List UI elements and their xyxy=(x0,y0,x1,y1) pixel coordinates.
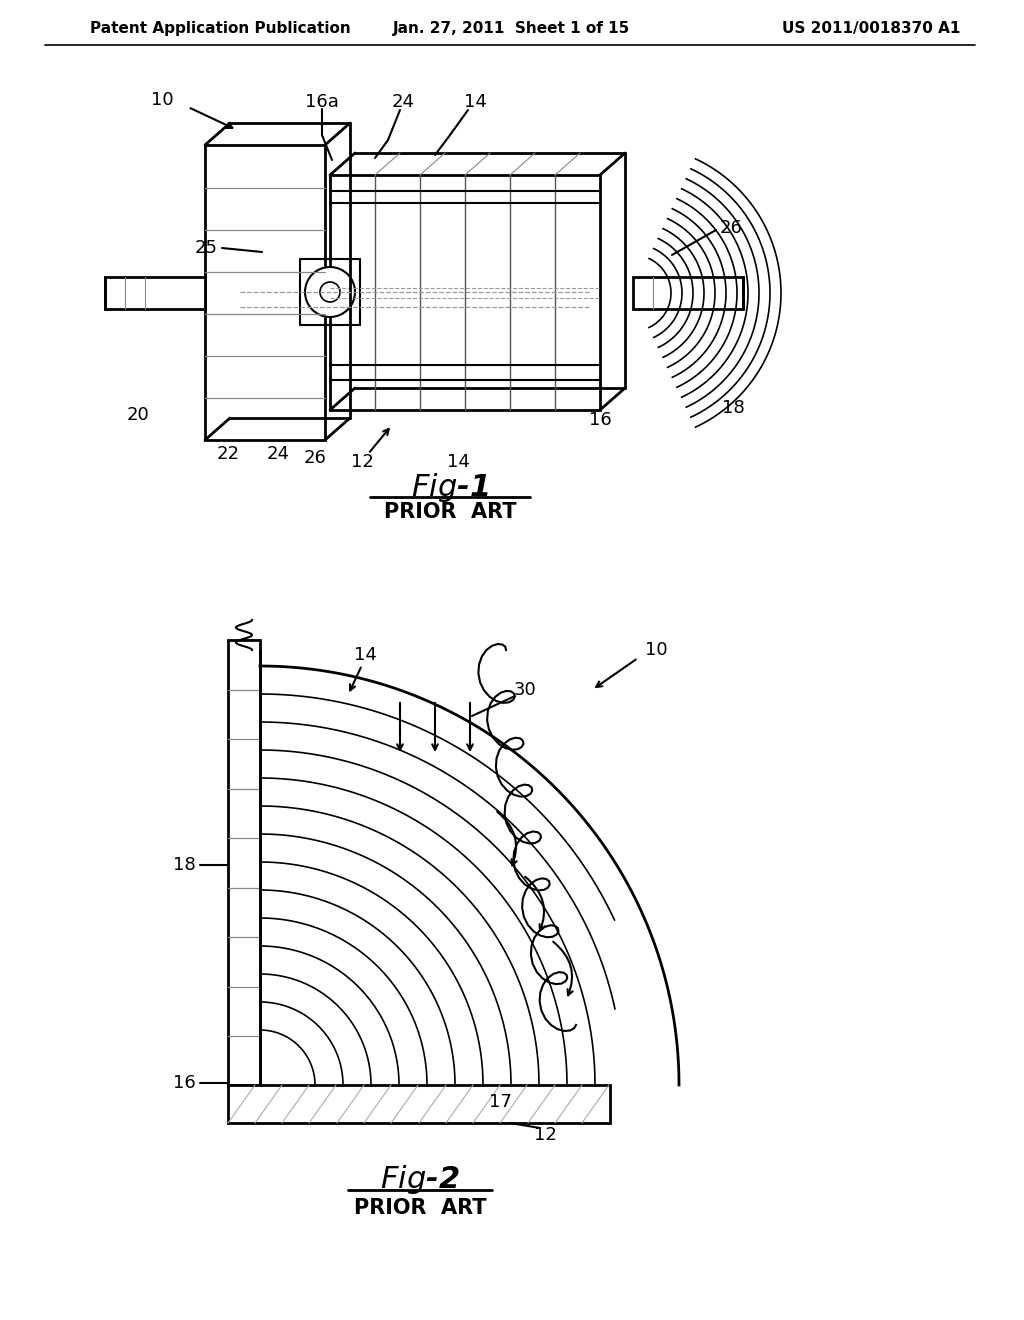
Text: 25: 25 xyxy=(195,239,218,257)
Text: $\mathit{Fig}$-2: $\mathit{Fig}$-2 xyxy=(380,1163,460,1196)
Bar xyxy=(205,145,325,440)
Text: 10: 10 xyxy=(645,642,668,659)
Text: 26: 26 xyxy=(720,219,742,238)
Text: $\mathit{Fig}$-1: $\mathit{Fig}$-1 xyxy=(412,470,488,503)
Text: Jan. 27, 2011  Sheet 1 of 15: Jan. 27, 2011 Sheet 1 of 15 xyxy=(393,21,631,36)
Bar xyxy=(228,1085,610,1123)
Text: 17: 17 xyxy=(488,1093,511,1111)
Text: 24: 24 xyxy=(266,445,290,463)
Text: 16a: 16a xyxy=(305,92,339,111)
Bar xyxy=(633,277,743,309)
Text: 16: 16 xyxy=(173,1074,196,1092)
Bar xyxy=(228,640,260,1085)
Text: 24: 24 xyxy=(391,92,415,111)
Text: 14: 14 xyxy=(353,645,377,664)
Text: 12: 12 xyxy=(350,453,374,471)
Text: 26: 26 xyxy=(303,449,327,467)
Text: Patent Application Publication: Patent Application Publication xyxy=(90,21,351,36)
Text: 18: 18 xyxy=(173,855,196,874)
Text: 14: 14 xyxy=(464,92,486,111)
Bar xyxy=(105,277,205,309)
Text: US 2011/0018370 A1: US 2011/0018370 A1 xyxy=(781,21,961,36)
Text: PRIOR  ART: PRIOR ART xyxy=(384,502,516,521)
Text: 30: 30 xyxy=(514,681,537,700)
Text: 18: 18 xyxy=(722,399,744,417)
Circle shape xyxy=(305,267,355,317)
Text: 14: 14 xyxy=(446,453,469,471)
Bar xyxy=(300,259,360,325)
Text: 10: 10 xyxy=(151,91,173,110)
Bar xyxy=(330,176,600,411)
Text: 22: 22 xyxy=(216,445,240,463)
Text: 12: 12 xyxy=(534,1126,556,1144)
Text: 16: 16 xyxy=(589,411,611,429)
Text: 20: 20 xyxy=(127,407,150,424)
Text: PRIOR  ART: PRIOR ART xyxy=(353,1199,486,1218)
